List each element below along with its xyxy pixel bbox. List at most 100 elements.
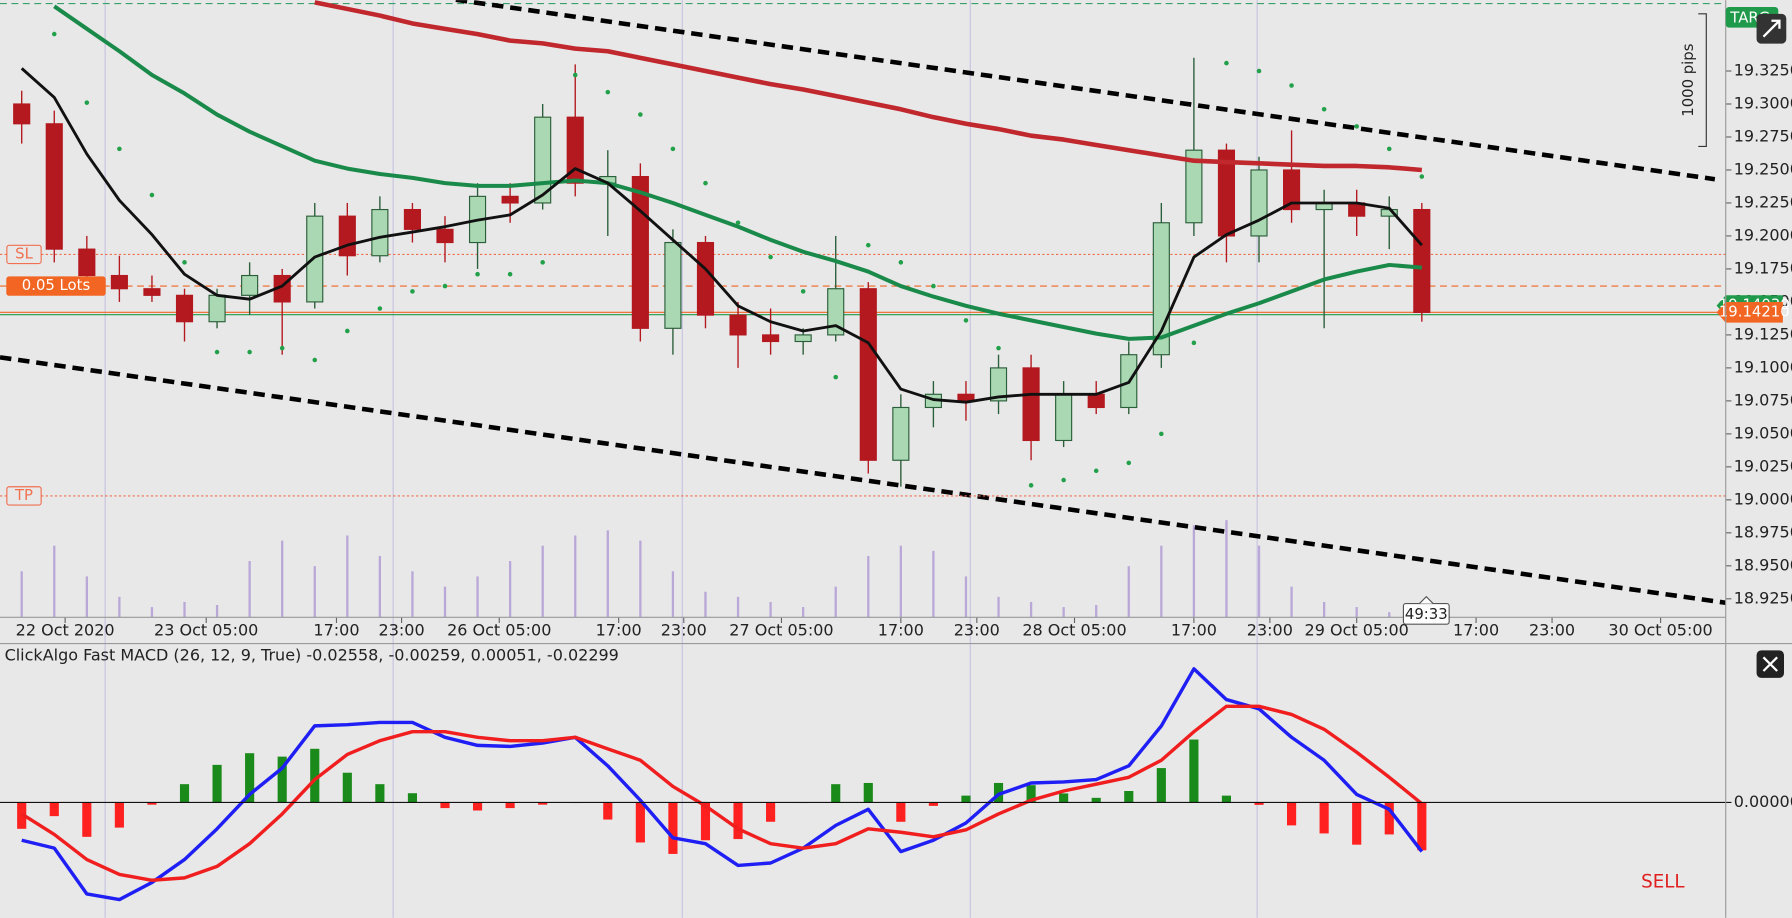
psar-dot [279,345,285,351]
histogram-bar [1189,739,1199,803]
histogram-bar [1352,802,1362,845]
volume-bar [215,605,219,618]
x-tick-label: 27 Oct 05:00 [729,621,833,640]
volume-bar [899,545,902,618]
candle-body [403,208,422,230]
candle-body [1055,393,1073,442]
candle-body [794,334,812,343]
candle-body [436,228,454,244]
psar-dot [1321,106,1327,112]
moving-average [53,4,1422,341]
volume-bar [150,607,154,618]
x-tick-label: 23 Oct 05:00 [154,621,258,640]
volume-bar [118,596,121,618]
histogram-bar [1156,768,1166,803]
histogram-bar [635,802,645,843]
candle-body [501,195,519,204]
histogram-bar [407,793,418,803]
volume-bar [769,601,772,618]
histogram-bar [863,782,873,803]
psar-dot [1256,68,1262,74]
candle-body [1185,149,1203,224]
histogram-bar [310,748,320,803]
psar-dot [703,180,708,186]
x-tick-label: 17:00 [878,621,924,640]
y-tick-label: 19.0000 [1734,489,1792,508]
candle-body [208,294,226,323]
psar-dot [572,72,578,78]
psar-dot [605,89,611,95]
psar-dot [1386,146,1392,152]
volume-bar [704,591,707,618]
candle-body [110,274,128,290]
moving-average [20,67,1423,404]
volume-bar [281,540,284,618]
candle-body [241,274,259,296]
psar-dot [768,254,773,260]
volume-bar [541,545,544,618]
volume-bar [1029,601,1033,618]
volume-bar [85,576,88,618]
level-label: SL [15,244,33,262]
histogram-bar [342,772,352,803]
histogram-bar [928,802,938,806]
volume-bar [1388,612,1391,618]
level-label: 0.05 Lots [22,276,91,294]
volume-bar [606,530,609,618]
volume-bar [997,596,1000,618]
macd-line [21,667,1424,902]
histogram-bar [147,802,157,805]
psar-dot [117,146,122,152]
volume-bar [867,555,870,618]
psar-dot [638,112,643,117]
volume-bar [1257,545,1261,618]
pips-bracket [1698,13,1707,147]
psar-dot [1159,431,1164,437]
y-tick-label: 19.2500 [1734,159,1792,178]
psar-dot [1093,468,1099,474]
histogram-bar [114,802,124,828]
psar-dot [1191,340,1197,346]
candle-body [306,215,324,303]
psar-dot [963,318,969,323]
histogram-bar [82,802,92,837]
histogram-bar [49,802,59,817]
y-tick-label: 19.1250 [1734,324,1792,343]
psar-dot [182,260,187,265]
psar-dot [800,289,806,294]
psar-dot [247,349,252,355]
volume-bar [346,535,349,618]
histogram-bar [1287,802,1297,826]
price-badge-label: 19.14210 [1719,302,1790,320]
histogram-bar [212,764,222,803]
psar-dot [475,271,480,277]
psar-dot [1289,83,1294,88]
candle-body [696,241,715,316]
candle-body [45,123,63,250]
psar-dot [1028,483,1034,488]
price-plot [0,0,1726,618]
pips-label: 1000 pips [1679,43,1697,116]
volume-bar [313,566,316,618]
histogram-bar [1124,791,1134,803]
candle-body [143,288,161,296]
candle-body [175,294,194,323]
candle-body [78,248,96,277]
macd-line [20,704,1423,882]
histogram-bar [1384,802,1394,835]
histogram-bar [505,802,515,809]
y-tick-label: 19.1000 [1734,357,1792,376]
histogram-bar [1319,802,1329,834]
histogram-bar [472,802,483,811]
day-separators [104,0,1258,918]
volume-bar [508,561,512,618]
histogram-bar [538,802,548,805]
psar-dot [735,220,741,226]
candle-body [1413,208,1431,314]
trend-line [455,0,1716,182]
psar-dot [214,349,220,355]
countdown-pointer [1419,595,1434,604]
candle-body [1283,169,1301,211]
y-tick-label: 18.9250 [1734,588,1792,607]
